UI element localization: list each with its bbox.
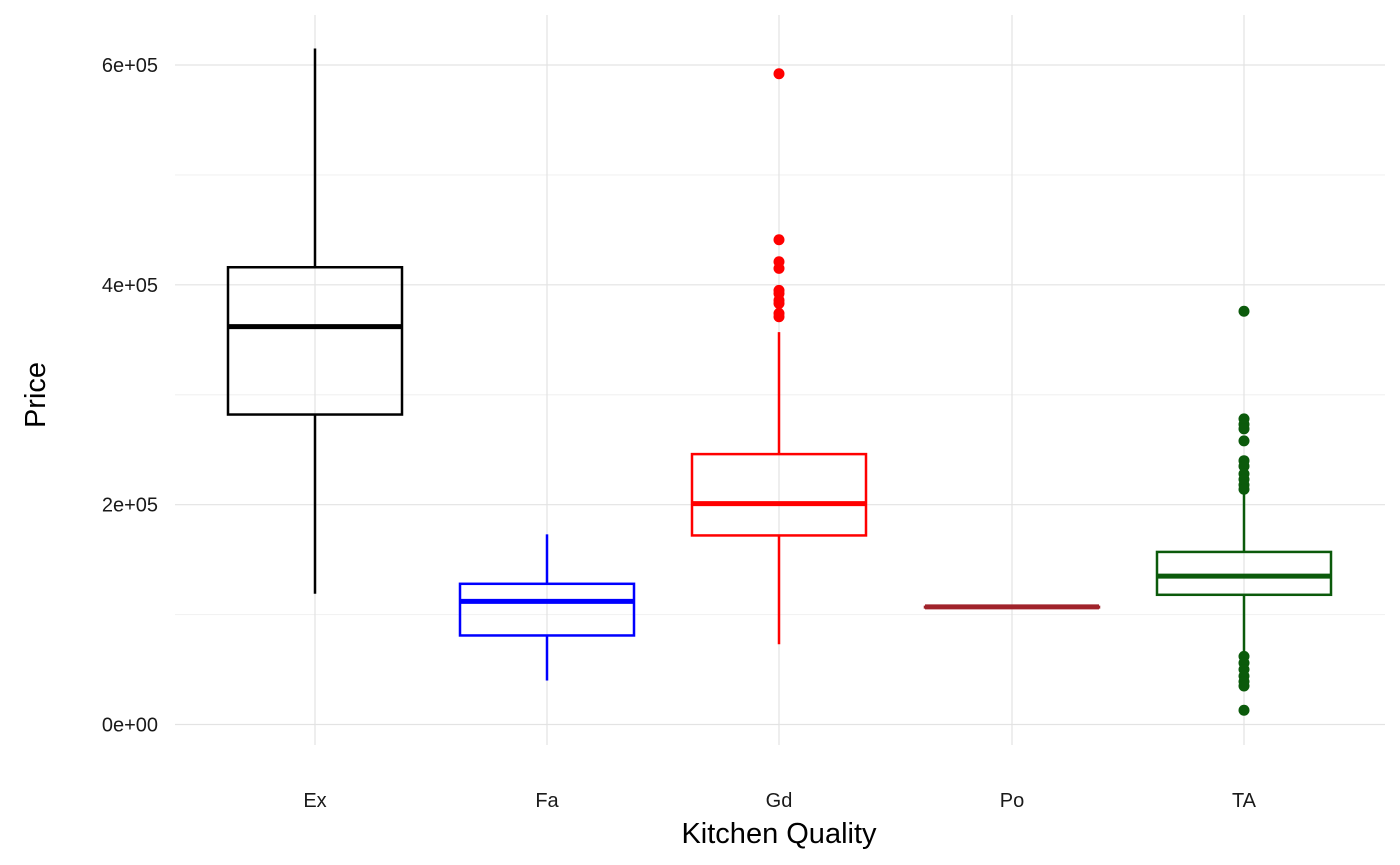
- outlier-point: [1238, 680, 1250, 692]
- outlier-point: [773, 298, 785, 310]
- outlier-point: [773, 68, 785, 80]
- box-fa: [458, 534, 636, 681]
- x-tick-labels: Ex Fa Gd Po TA: [303, 790, 1256, 812]
- outlier-point: [1238, 460, 1250, 472]
- box-iqr: [226, 265, 404, 416]
- outlier-point: [773, 311, 785, 323]
- y-tick-label: 2e+05: [102, 495, 158, 517]
- box-po: [923, 604, 1101, 610]
- x-tick-label: Po: [1000, 790, 1024, 812]
- outlier-point: [1238, 435, 1250, 447]
- box-iqr: [1155, 550, 1333, 597]
- outlier-point: [1238, 423, 1250, 435]
- box-iqr: [690, 452, 868, 537]
- x-tick-label: Gd: [766, 790, 793, 812]
- x-tick-label: Ex: [303, 790, 326, 812]
- y-tick-label: 0e+00: [102, 715, 158, 737]
- box-ex: [226, 48, 404, 594]
- x-tick-label: TA: [1232, 790, 1257, 812]
- y-tick-label: 4e+05: [102, 275, 158, 297]
- y-tick-labels: 0e+00 2e+05 4e+05 6e+05: [102, 55, 158, 737]
- outlier-point: [1238, 305, 1250, 317]
- outlier-point: [1238, 704, 1250, 716]
- boxes: [226, 48, 1333, 716]
- box-gd: [690, 68, 868, 645]
- outlier-point: [773, 234, 785, 246]
- x-tick-label: Fa: [535, 790, 559, 812]
- y-tick-label: 6e+05: [102, 55, 158, 77]
- outlier-point: [773, 262, 785, 274]
- outlier-point: [1238, 483, 1250, 495]
- y-axis-title: Price: [20, 362, 52, 428]
- box-ta: [1155, 305, 1333, 716]
- box-iqr: [458, 582, 636, 637]
- x-axis-title: Kitchen Quality: [681, 818, 877, 850]
